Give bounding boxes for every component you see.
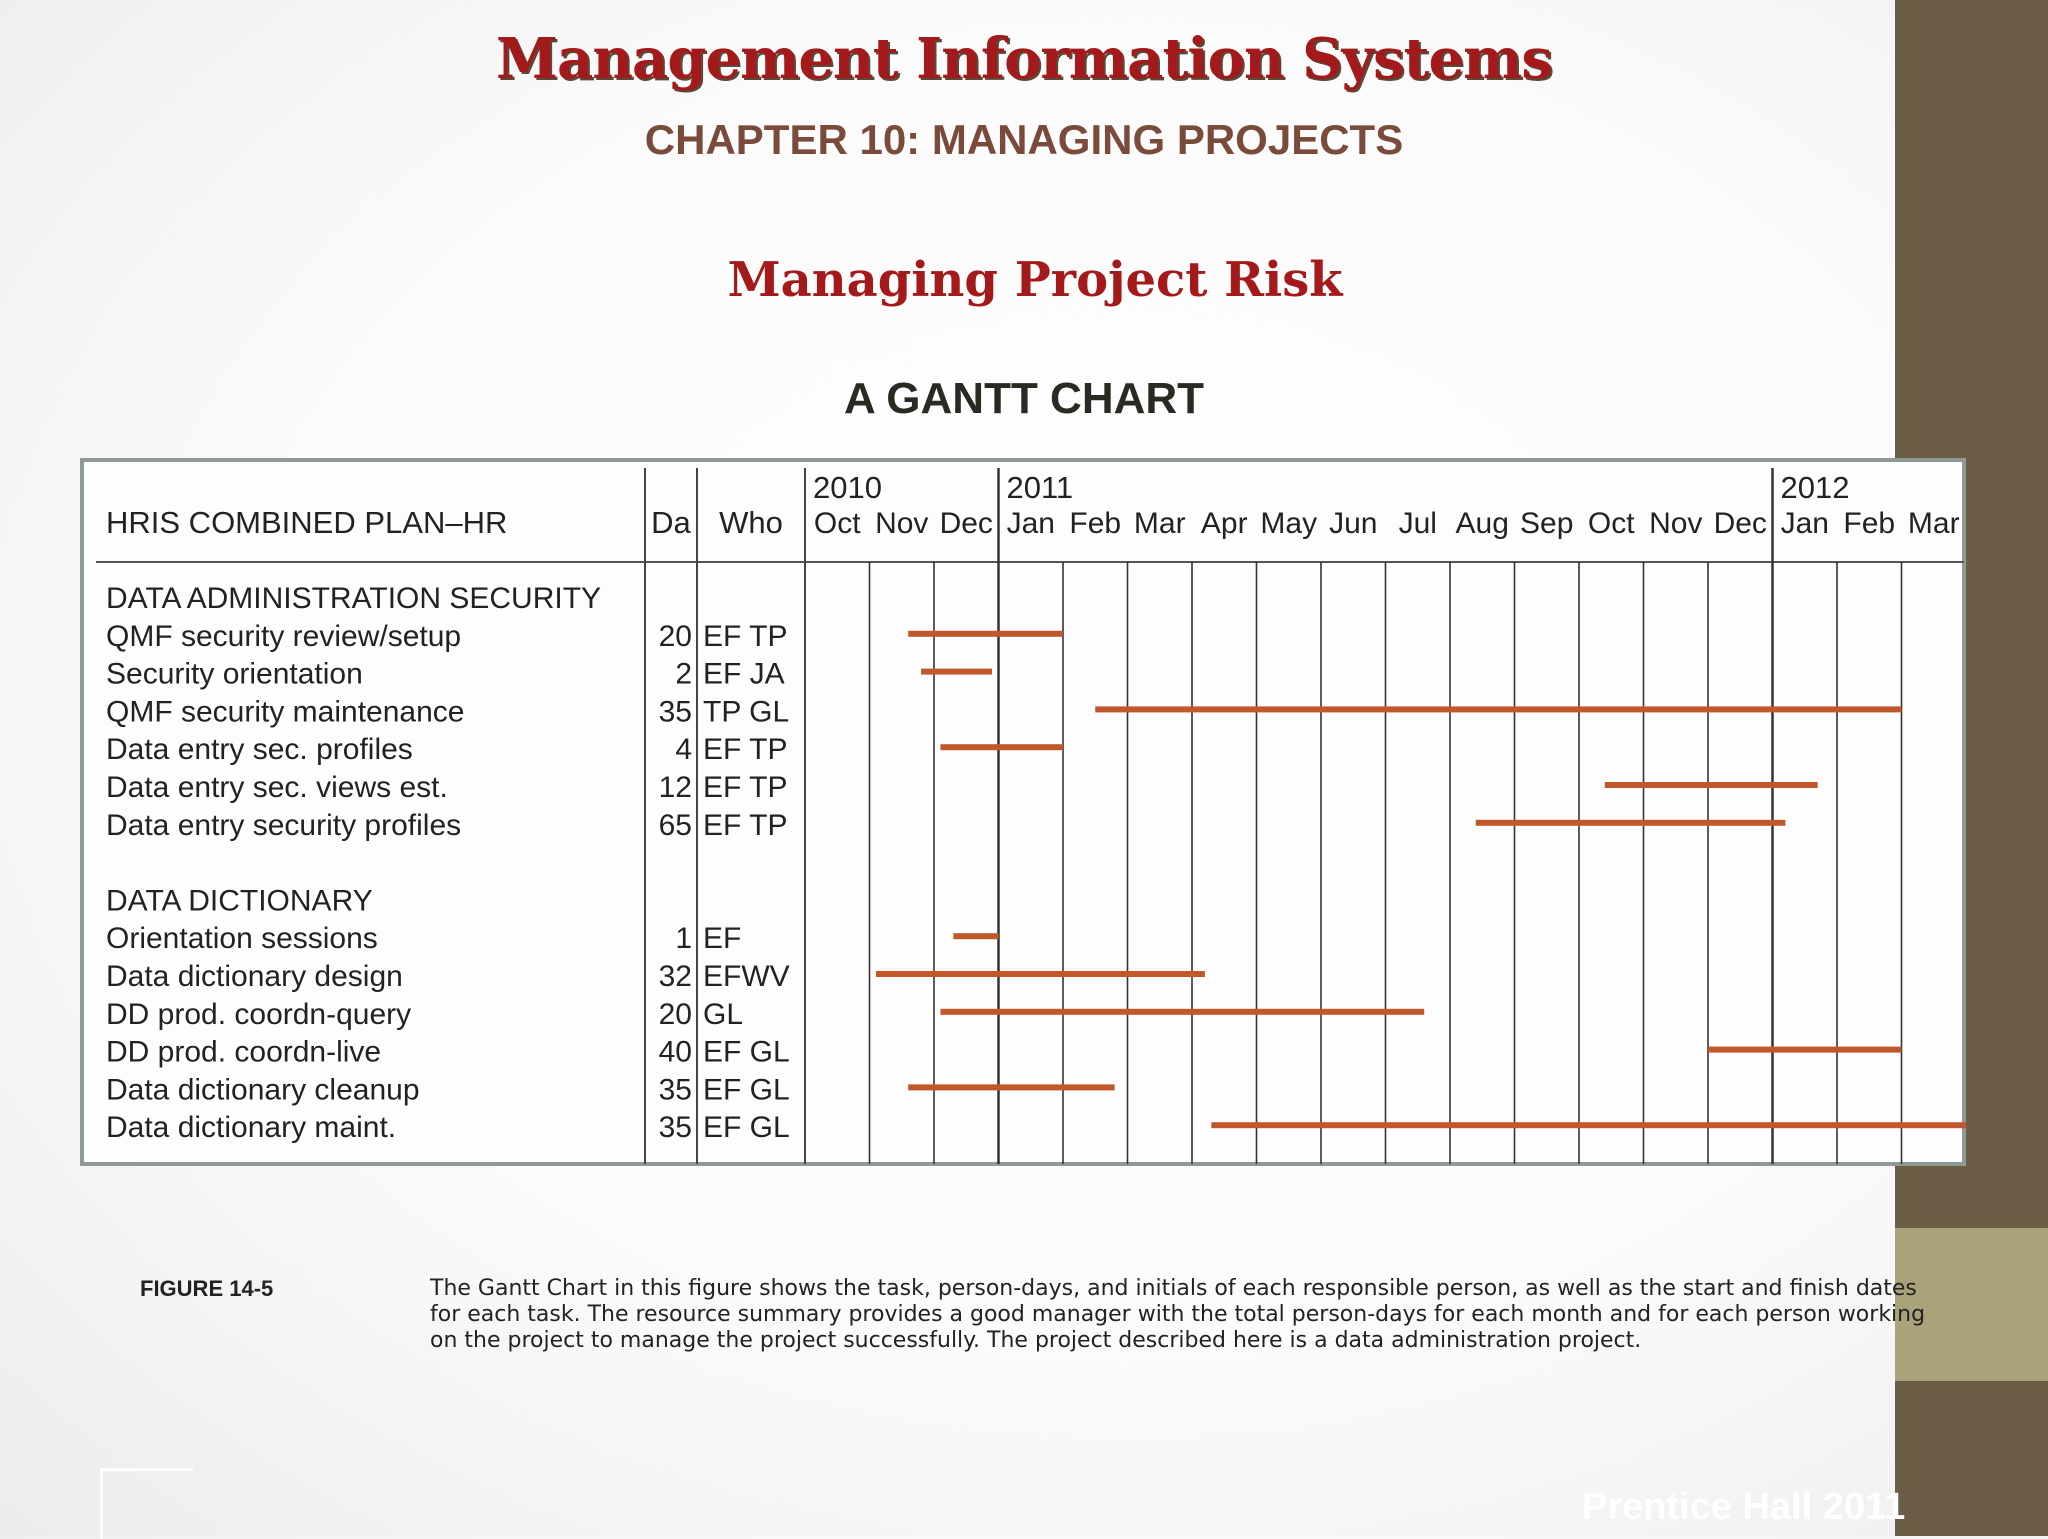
footer-frame xyxy=(100,1468,193,1539)
task-who: TP GL xyxy=(703,695,789,728)
month-tick-label: Nov xyxy=(1649,507,1702,540)
task-name: Data entry sec. profiles xyxy=(106,733,413,766)
section-title: Managing Project Risk xyxy=(727,252,1343,308)
task-who: GL xyxy=(703,998,743,1031)
month-tick-label: Mar xyxy=(1134,507,1186,540)
task-who: EF TP xyxy=(703,771,787,804)
task-bar xyxy=(1475,819,1786,826)
task-days: 12 xyxy=(659,771,692,804)
task-name: Data entry security profiles xyxy=(106,809,461,842)
month-tick-label: Dec xyxy=(940,507,993,540)
task-bar xyxy=(908,1084,1115,1091)
task-who: EF xyxy=(703,922,741,955)
year-label: 2010 xyxy=(813,470,882,505)
task-name: Security orientation xyxy=(106,658,363,691)
task-days: 35 xyxy=(659,1073,692,1106)
chart-title: A GANTT CHART xyxy=(843,374,1205,423)
task-days: 1 xyxy=(675,922,692,955)
task-days: 35 xyxy=(659,695,692,728)
month-tick-label: Dec xyxy=(1714,507,1767,540)
month-tick-label: Aug xyxy=(1456,507,1509,540)
month-tick-label: Feb xyxy=(1843,507,1895,540)
task-bar xyxy=(908,630,1063,637)
task-name: Data dictionary cleanup xyxy=(106,1073,420,1106)
task-name: QMF security maintenance xyxy=(106,695,464,728)
figure-caption: The Gantt Chart in this figure shows the… xyxy=(430,1276,1926,1353)
task-bar xyxy=(1604,782,1818,788)
chart-frame xyxy=(80,458,1966,1166)
month-tick-label: Sep xyxy=(1520,507,1573,540)
task-who: EF TP xyxy=(703,620,787,653)
sidebar-accent-band xyxy=(1895,1228,2048,1381)
task-bar xyxy=(940,744,1063,751)
task-who: EF TP xyxy=(703,809,787,842)
task-who: EF GL xyxy=(703,1111,790,1144)
task-bar xyxy=(875,971,1205,977)
year-label: 2012 xyxy=(1781,470,1850,505)
month-tick-label: Jun xyxy=(1329,507,1377,540)
task-bar xyxy=(1095,706,1902,713)
month-tick-label: Mar xyxy=(1908,507,1960,540)
task-days: 35 xyxy=(659,1111,692,1144)
task-name: QMF security review/setup xyxy=(106,620,461,653)
header-task-label: HRIS COMBINED PLAN–HR xyxy=(106,505,507,540)
group-heading: DATA DICTIONARY xyxy=(106,884,373,917)
task-days: 2 xyxy=(675,658,692,691)
slide-subtitle: CHAPTER 10: MANAGING PROJECTS xyxy=(644,116,1404,163)
month-tick-label: Oct xyxy=(1588,507,1635,540)
task-bar xyxy=(1211,1122,1966,1129)
month-tick-label: Jul xyxy=(1399,507,1437,540)
month-tick-label: May xyxy=(1260,507,1317,540)
figure-label: FIGURE 14-5 xyxy=(140,1276,274,1301)
task-name: Data dictionary maint. xyxy=(106,1111,396,1144)
task-days: 4 xyxy=(675,733,692,766)
task-who: EF JA xyxy=(703,658,785,691)
group-heading: DATA ADMINISTRATION SECURITY xyxy=(106,582,601,615)
task-bar xyxy=(921,668,993,675)
task-who: EFWV xyxy=(703,960,790,993)
task-days: 40 xyxy=(659,1036,692,1069)
month-tick-label: Jan xyxy=(1781,507,1829,540)
month-tick-label: Oct xyxy=(814,507,861,540)
footer-copyright: Prentice Hall 2011 xyxy=(1582,1486,1906,1528)
header-days-label: Da xyxy=(651,505,691,540)
year-label: 2011 xyxy=(1007,470,1074,505)
month-tick-label: Jan xyxy=(1007,507,1055,540)
task-days: 65 xyxy=(659,809,692,842)
task-bar xyxy=(940,1008,1425,1015)
slide-title: Management Information Systems xyxy=(496,26,1553,92)
month-tick-label: Apr xyxy=(1201,507,1248,540)
task-name: DD prod. coordn-live xyxy=(106,1036,381,1069)
task-who: EF TP xyxy=(703,733,787,766)
task-name: Orientation sessions xyxy=(106,922,378,955)
task-bar xyxy=(953,933,999,940)
task-name: Data entry sec. views est. xyxy=(106,771,448,804)
task-bar xyxy=(1708,1046,1902,1053)
task-days: 20 xyxy=(659,620,692,653)
task-days: 32 xyxy=(659,960,692,993)
task-who: EF GL xyxy=(703,1036,790,1069)
task-name: Data dictionary design xyxy=(106,960,403,993)
task-who: EF GL xyxy=(703,1073,790,1106)
header-who-label: Who xyxy=(719,505,783,540)
month-tick-label: Feb xyxy=(1069,507,1121,540)
task-days: 20 xyxy=(659,998,692,1031)
task-name: DD prod. coordn-query xyxy=(106,998,411,1031)
month-tick-label: Nov xyxy=(875,507,928,540)
